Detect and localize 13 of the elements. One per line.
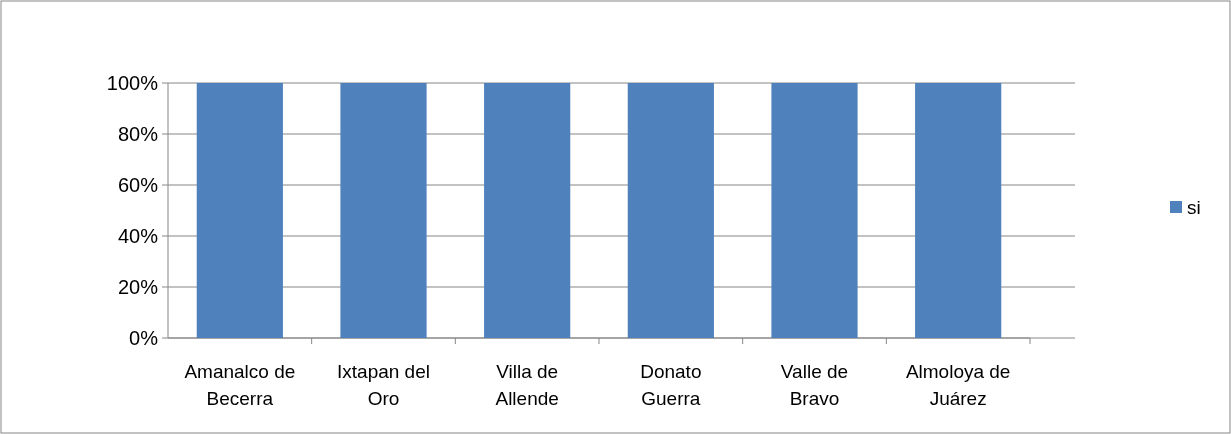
x-tick-label: Donato Guerra bbox=[640, 361, 702, 409]
y-tick-label: 80% bbox=[117, 123, 159, 145]
y-tick-label: 0% bbox=[129, 327, 159, 349]
legend-label: si bbox=[1187, 196, 1201, 218]
x-tick-label: Amanalco de Becerra bbox=[184, 361, 296, 409]
x-tick-label: Villa de Allende bbox=[495, 361, 559, 409]
y-tick-label: 20% bbox=[117, 276, 159, 298]
x-tick-label: Almoloya de Juárez bbox=[905, 361, 1011, 409]
x-tick-label: Valle de Bravo bbox=[780, 361, 849, 409]
y-tick-label: 40% bbox=[117, 225, 159, 247]
x-tick-label: Ixtapan del Oro bbox=[337, 361, 430, 409]
y-tick-label: 60% bbox=[117, 174, 159, 196]
y-tick-label: 100% bbox=[106, 72, 159, 94]
